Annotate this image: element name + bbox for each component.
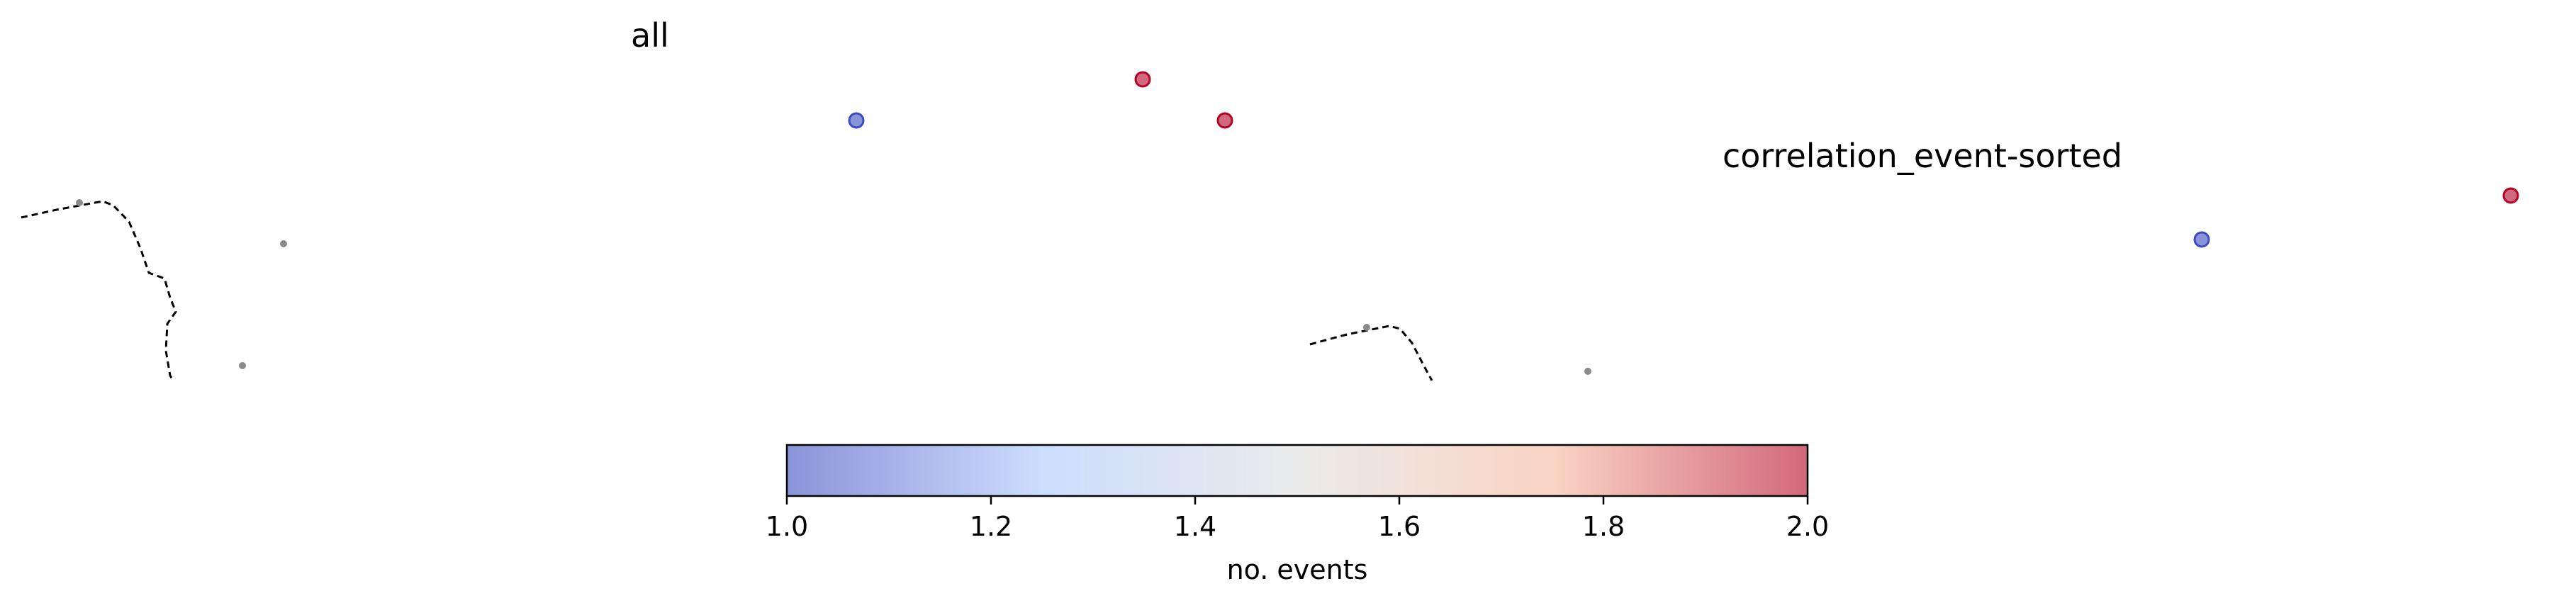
panel-all: all xyxy=(21,16,1233,381)
colorbar-ticks: 1.0 1.2 1.4 1.6 1.8 2.0 xyxy=(766,496,1829,542)
colorbar-gradient xyxy=(787,445,1808,496)
background-point xyxy=(1363,324,1370,331)
background-point xyxy=(76,199,83,206)
map-outline-left xyxy=(21,200,177,381)
background-point xyxy=(280,240,287,247)
scatter-points-correlation xyxy=(2193,187,2519,248)
colorbar-tick-label: 1.8 xyxy=(1582,511,1625,542)
panel-title-correlation: correlation_event-sorted xyxy=(1723,137,2122,175)
colorbar-tick-label: 2.0 xyxy=(1786,511,1829,542)
colorbar-tick-label: 1.6 xyxy=(1378,511,1421,542)
scatter-point xyxy=(1216,112,1233,129)
scatter-point xyxy=(2502,187,2519,204)
panel-title-all: all xyxy=(631,16,669,55)
map-outline-right xyxy=(1309,325,1433,381)
colorbar-label: no. events xyxy=(1227,554,1368,585)
colorbar-tick-label: 1.4 xyxy=(1174,511,1216,542)
scatter-point xyxy=(1134,71,1151,88)
colorbar-tick-label: 1.0 xyxy=(766,511,808,542)
colorbar: 1.0 1.2 1.4 1.6 1.8 2.0 no. events xyxy=(766,444,1829,585)
scatter-point xyxy=(848,112,865,129)
scatter-point xyxy=(2193,231,2210,248)
colorbar-frame xyxy=(785,444,1809,497)
panel-correlation: correlation_event-sorted xyxy=(1309,137,2519,381)
colorbar-tick-label: 1.2 xyxy=(970,511,1012,542)
background-point xyxy=(239,362,246,369)
background-point xyxy=(1584,368,1591,375)
scatter-points-all xyxy=(848,71,1233,129)
